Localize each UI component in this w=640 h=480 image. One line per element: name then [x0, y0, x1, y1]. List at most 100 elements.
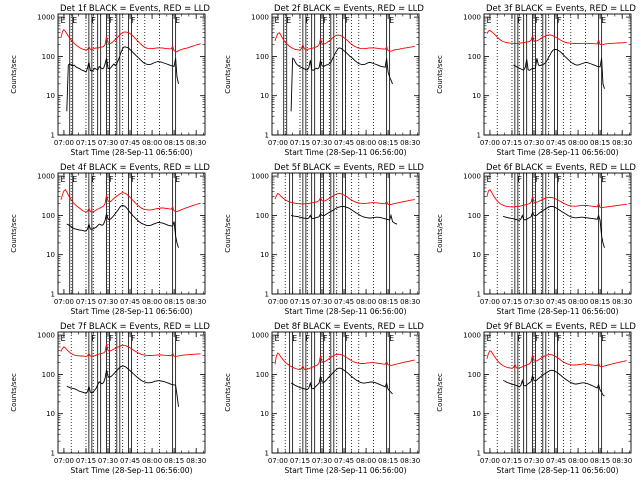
marker-label: F: [131, 16, 136, 25]
x-tick-label: 07:00: [480, 457, 500, 465]
x-axis-label: Start Time (28-Sep-11 06:56:00): [285, 148, 407, 157]
series-line-events: [513, 49, 605, 89]
x-tick-label: 07:15: [290, 298, 310, 306]
y-tick-label: 1000: [251, 14, 269, 22]
chart-title: Det 4f BLACK = Events, RED = LLD: [60, 163, 210, 173]
marker-label: E: [60, 175, 65, 184]
marker-label: F: [557, 334, 562, 343]
x-tick-label: 07:15: [502, 457, 522, 465]
y-tick-label: 10: [46, 410, 55, 418]
marker-label: F: [557, 175, 562, 184]
series-line-lld: [486, 189, 627, 209]
series-line-events: [502, 205, 605, 248]
x-tick-label: 08:30: [612, 139, 632, 147]
y-axis-label: Counts/sec: [224, 55, 232, 94]
chart-title: Det 9f BLACK = Events, RED = LLD: [486, 322, 636, 332]
x-tick-label: 08:30: [186, 457, 206, 465]
y-tick-label: 10: [472, 410, 481, 418]
x-tick-label: 08:00: [568, 457, 588, 465]
x-tick-label: 07:45: [334, 139, 354, 147]
chart-panel-5: Det 5f BLACK = Events, RED = LLD Counts/s…: [224, 163, 424, 316]
x-tick-label: 07:30: [98, 298, 118, 306]
x-tick-label: 07:30: [312, 298, 332, 306]
series-line-events: [290, 367, 393, 395]
marker-label: F: [91, 16, 96, 25]
x-tick-label: 08:15: [164, 457, 184, 465]
y-tick-label: 1: [477, 291, 481, 299]
marker-label: E: [389, 334, 394, 343]
y-tick-label: 100: [42, 212, 55, 220]
chart-title: Det 7f BLACK = Events, RED = LLD: [60, 322, 210, 332]
plot-frame: [483, 13, 632, 136]
x-tick-label: 07:45: [334, 298, 354, 306]
y-axis-label: Counts/sec: [224, 373, 232, 412]
y-tick-label: 1: [51, 132, 55, 140]
marker-label: F: [517, 175, 522, 184]
y-tick-label: 1: [51, 450, 55, 458]
plot-frame: [57, 172, 206, 295]
marker-label: F: [517, 334, 522, 343]
y-tick-label: 1000: [251, 332, 269, 340]
x-tick-label: 07:15: [502, 298, 522, 306]
x-axis-label: Start Time (28-Sep-11 06:56:00): [71, 466, 193, 475]
x-tick-label: 08:30: [400, 298, 420, 306]
marker-label: E: [601, 334, 606, 343]
chart-title: Det 3f BLACK = Events, RED = LLD: [486, 4, 636, 14]
x-tick-label: 08:00: [568, 139, 588, 147]
y-axis-label: Counts/sec: [10, 214, 18, 253]
chart-title: Det 1f BLACK = Events, RED = LLD: [60, 4, 210, 14]
chart-title: Det 8f BLACK = Events, RED = LLD: [274, 322, 424, 332]
plot-frame: [271, 331, 420, 454]
series-line-lld: [60, 343, 201, 357]
plot-frame: [271, 172, 420, 295]
plot-frame: [271, 13, 420, 136]
marker-label: E: [486, 175, 491, 184]
x-tick-label: 07:15: [76, 139, 96, 147]
plot-frame: [483, 331, 632, 454]
x-tick-label: 07:30: [312, 457, 332, 465]
marker-label: F: [109, 334, 114, 343]
marker-label: F: [109, 16, 114, 25]
x-tick-label: 08:00: [142, 139, 162, 147]
marker-label: F: [91, 175, 96, 184]
x-tick-label: 08:15: [378, 298, 398, 306]
x-tick-label: 07:45: [546, 457, 566, 465]
y-tick-label: 1: [477, 132, 481, 140]
y-tick-label: 1000: [463, 14, 481, 22]
y-tick-label: 10: [472, 92, 481, 100]
x-tick-label: 08:15: [164, 298, 184, 306]
plot-frame: [483, 172, 632, 295]
y-axis-label: Counts/sec: [224, 214, 232, 253]
series-line-lld: [274, 32, 415, 52]
marker-label: F: [323, 334, 328, 343]
x-tick-label: 08:00: [568, 298, 588, 306]
marker-label: E: [601, 175, 606, 184]
marker-label: F: [91, 334, 96, 343]
x-axis-label: Start Time (28-Sep-11 06:56:00): [497, 307, 619, 316]
chart-panel-8: Det 8f BLACK = Events, RED = LLD Counts/s…: [224, 322, 424, 475]
x-tick-label: 07:45: [546, 139, 566, 147]
x-tick-label: 07:30: [524, 298, 544, 306]
series-line-events: [290, 205, 398, 225]
chart-panel-1: Det 1f BLACK = Events, RED = LLD Counts/s…: [10, 4, 210, 157]
marker-label: E: [486, 16, 491, 25]
y-tick-label: 10: [46, 251, 55, 259]
x-axis-label: Start Time (28-Sep-11 06:56:00): [285, 466, 407, 475]
y-tick-label: 10: [260, 251, 269, 259]
x-axis-label: Start Time (28-Sep-11 06:56:00): [71, 148, 193, 157]
x-tick-label: 07:00: [54, 298, 74, 306]
series-line-lld: [486, 350, 627, 369]
x-tick-label: 07:30: [524, 139, 544, 147]
marker-label: E: [292, 334, 297, 343]
y-tick-label: 1: [265, 450, 269, 458]
x-tick-label: 08:30: [186, 139, 206, 147]
marker-label: F: [557, 16, 562, 25]
series-line-lld: [60, 189, 201, 213]
marker-label: E: [175, 16, 180, 25]
y-tick-label: 10: [472, 251, 481, 259]
y-tick-label: 100: [42, 53, 55, 61]
series-line-lld: [274, 192, 415, 206]
x-tick-label: 07:45: [334, 457, 354, 465]
marker-label: E: [175, 175, 180, 184]
marker-label: E: [486, 334, 491, 343]
